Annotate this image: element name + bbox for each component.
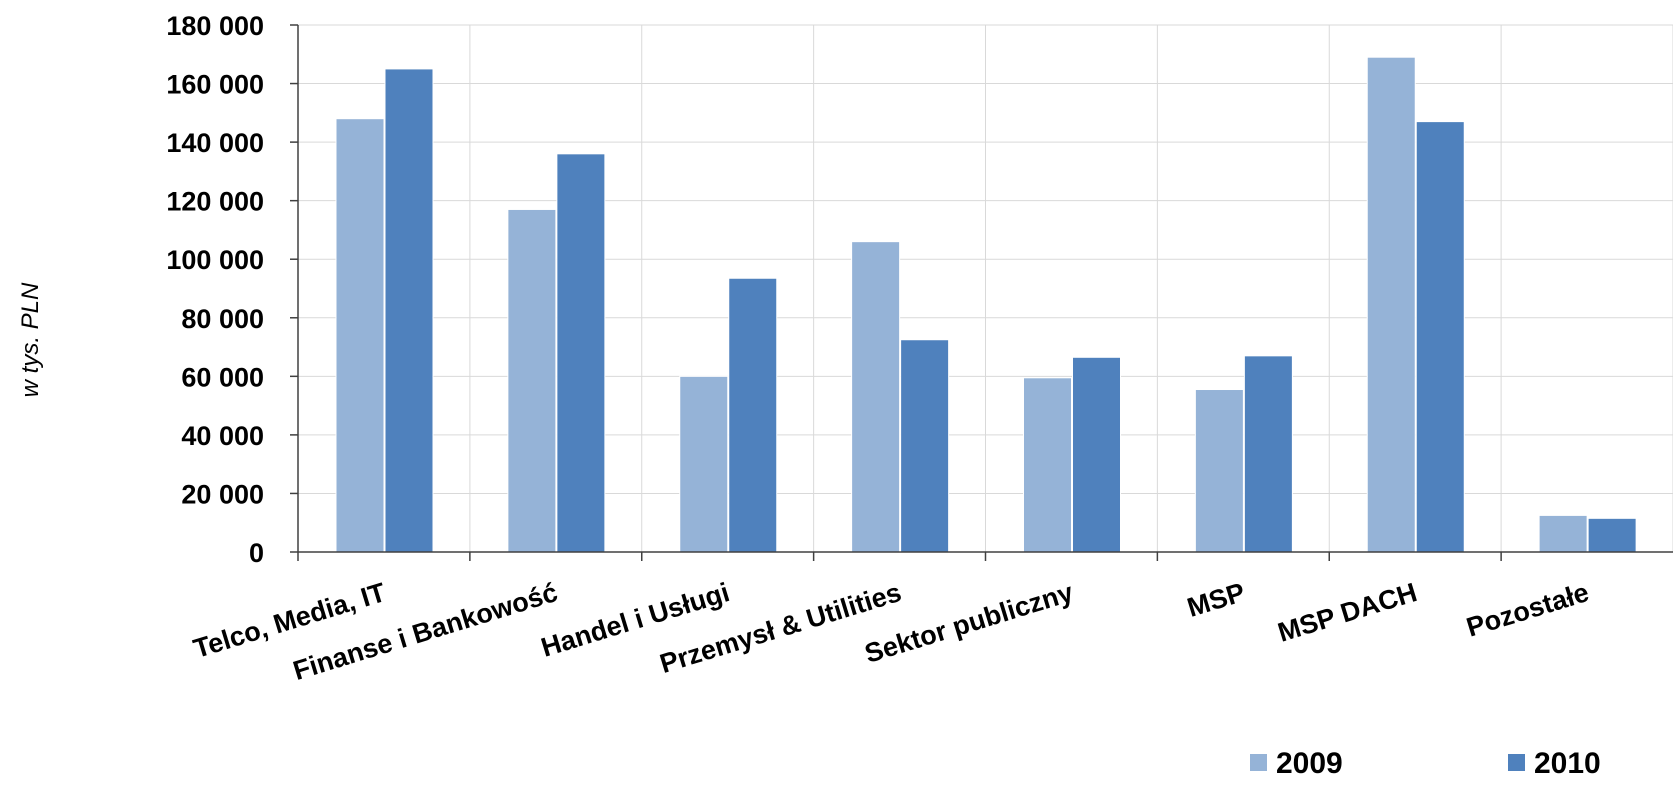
y-tick-labels: 0 20 000 40 000 60 000 80 000 100 000 120 000 1… xyxy=(166,11,264,568)
bar-2010-3 xyxy=(900,339,950,553)
bar-2010-6 xyxy=(1415,121,1465,553)
y-tick-label: 140 000 xyxy=(166,128,264,158)
x-tick-label: MSP xyxy=(1184,577,1249,623)
legend-swatch-2010 xyxy=(1508,754,1525,771)
y-tick-label: 40 000 xyxy=(181,421,264,451)
bar-2010-1 xyxy=(556,153,606,553)
y-tick-label: 100 000 xyxy=(166,245,264,275)
y-tick-label: 180 000 xyxy=(166,11,264,41)
y-tick-label: 160 000 xyxy=(166,70,264,100)
bar-2009-7 xyxy=(1538,514,1588,553)
bar-2010-7 xyxy=(1587,517,1637,553)
bar-2010-4 xyxy=(1072,356,1121,553)
bar-2009-2 xyxy=(679,375,729,553)
bar-2009-0 xyxy=(335,118,385,553)
axes xyxy=(290,24,1673,561)
y-tick-label: 20 000 xyxy=(181,479,264,509)
bar-2009-3 xyxy=(851,241,901,553)
x-tick-label: Pozostałe xyxy=(1463,577,1592,643)
bars xyxy=(335,56,1637,553)
y-tick-label: 120 000 xyxy=(166,187,264,217)
bar-2010-0 xyxy=(384,68,434,553)
y-tick-label: 60 000 xyxy=(181,362,264,392)
bar-2009-1 xyxy=(507,208,557,553)
bar-2009-4 xyxy=(1023,377,1072,553)
y-tick-label: 0 xyxy=(249,538,264,568)
y-axis-label: w tys. PLN xyxy=(17,282,44,397)
x-tick-label: MSP DACH xyxy=(1274,577,1420,648)
legend-swatch-2009 xyxy=(1250,754,1267,771)
bar-2009-5 xyxy=(1194,389,1244,553)
legend: 2009 2010 xyxy=(1250,747,1601,780)
gridlines xyxy=(298,24,1673,552)
bar-2010-2 xyxy=(728,277,778,553)
legend-label-2010: 2010 xyxy=(1534,747,1601,780)
bar-2009-6 xyxy=(1366,56,1416,553)
legend-label-2009: 2009 xyxy=(1276,747,1343,780)
bar-2010-5 xyxy=(1243,355,1293,553)
y-tick-label: 80 000 xyxy=(181,304,264,334)
